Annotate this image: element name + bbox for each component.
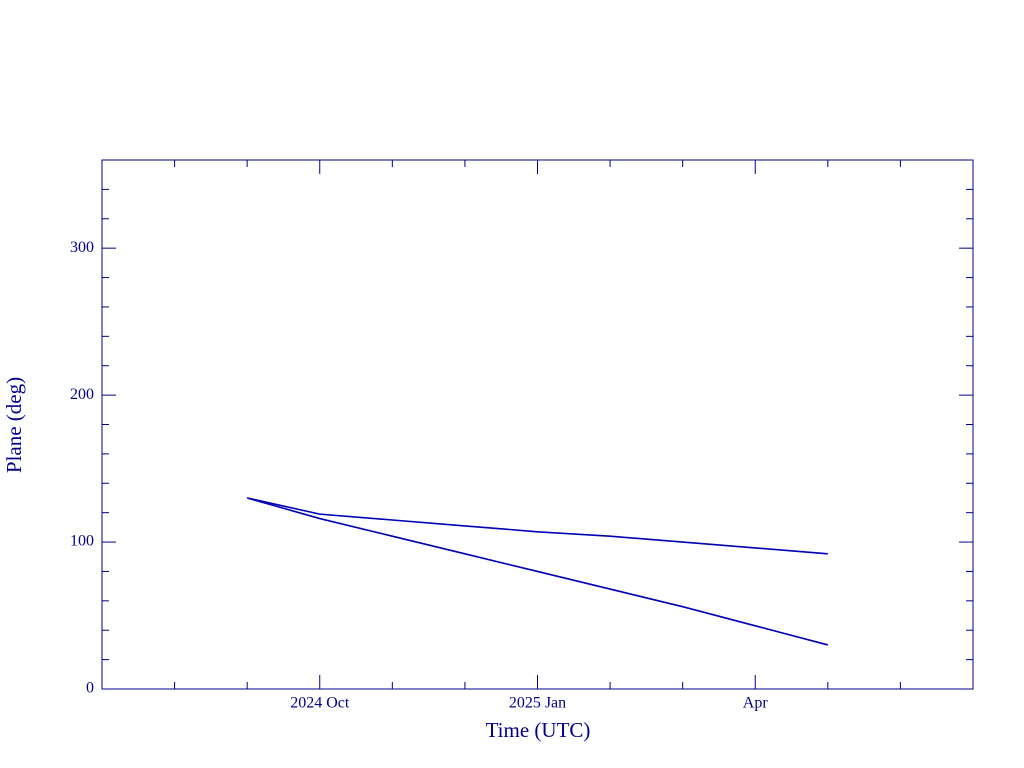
x-axis-title: Time (UTC) bbox=[486, 718, 591, 742]
x-tick-label: Apr bbox=[743, 695, 769, 712]
x-tick-label: 2025 Jan bbox=[509, 695, 566, 712]
x-tick-label: 2024 Oct bbox=[290, 695, 350, 712]
plot-frame bbox=[101, 159, 974, 690]
data-line bbox=[246, 497, 829, 646]
y-tick-label: 200 bbox=[70, 386, 94, 403]
y-tick-label: 100 bbox=[70, 533, 94, 550]
y-tick-label: 0 bbox=[86, 680, 94, 697]
data-line bbox=[246, 497, 828, 555]
y-tick-label: 300 bbox=[70, 239, 94, 256]
y-axis-title: Plane (deg) bbox=[2, 377, 26, 473]
